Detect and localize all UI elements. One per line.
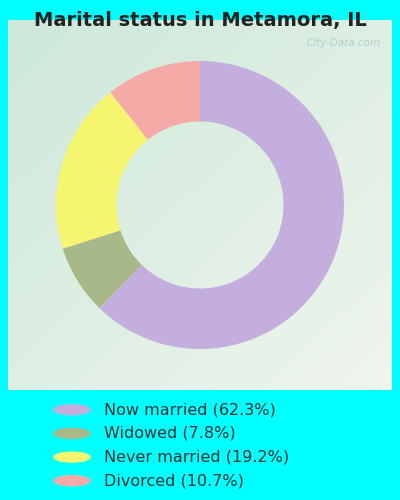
Text: Now married (62.3%): Now married (62.3%) [104, 402, 276, 417]
Wedge shape [63, 230, 142, 308]
Circle shape [54, 405, 90, 415]
Wedge shape [100, 61, 344, 349]
Circle shape [54, 428, 90, 438]
Text: Divorced (10.7%): Divorced (10.7%) [104, 473, 244, 488]
Wedge shape [110, 61, 200, 140]
Circle shape [54, 476, 90, 486]
Text: Widowed (7.8%): Widowed (7.8%) [104, 426, 236, 441]
Circle shape [54, 452, 90, 462]
Text: Marital status in Metamora, IL: Marital status in Metamora, IL [34, 11, 366, 30]
Wedge shape [56, 92, 148, 248]
Text: City-Data.com: City-Data.com [306, 38, 380, 48]
Text: Never married (19.2%): Never married (19.2%) [104, 450, 289, 464]
